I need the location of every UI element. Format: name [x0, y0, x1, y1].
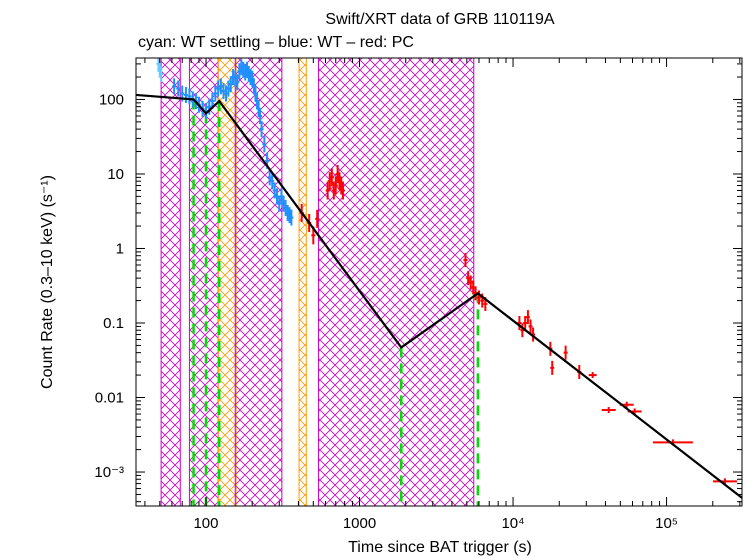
wt-data-point: [289, 209, 294, 226]
y-tick-label: 1: [116, 240, 124, 257]
x-tick-label: 10⁵: [655, 515, 678, 532]
pc-data-point: [588, 372, 597, 379]
wt-data-point: [176, 80, 181, 97]
y-tick-label: 10⁻³: [94, 464, 124, 481]
break-lines: [192, 99, 480, 506]
wt-data-point: [224, 85, 229, 102]
pc-data-point: [523, 315, 528, 330]
wt-data-point: [258, 107, 263, 124]
pc-data-point: [601, 406, 616, 413]
chart-subtitle: cyan: WT settling – blue: WT – red: PC: [138, 34, 414, 51]
y-tick-label: 0.01: [95, 390, 124, 407]
chart-title: Swift/XRT data of GRB 110119A: [325, 11, 554, 28]
x-tick-label: 1000: [343, 515, 376, 532]
wt-data-point: [216, 80, 221, 97]
y-tick-label: 0.1: [103, 315, 124, 332]
wt-data-point: [272, 182, 277, 199]
y-axis-label: Count Rate (0.3–10 keV) (s⁻¹): [39, 175, 56, 389]
pc-data-point: [329, 168, 334, 187]
wt-data-point: [218, 78, 223, 95]
pc-data-point: [333, 176, 338, 195]
flare-region: [160, 58, 181, 506]
pc-data-point: [476, 290, 481, 305]
pc-data-point: [525, 310, 530, 325]
wt-data-point: [183, 86, 188, 103]
model-line: [136, 93, 742, 499]
wt-data-point: [213, 85, 218, 102]
wt-settling-data-point: [159, 65, 164, 82]
wt-data-point: [226, 80, 231, 97]
wt-data-point: [270, 173, 275, 190]
pc-data-point: [471, 280, 476, 295]
pc-data-point: [340, 181, 345, 200]
y-tick-label: 100: [99, 91, 124, 108]
excluded-region: [298, 58, 307, 506]
pc-data-point: [463, 253, 468, 268]
wt-data-point: [235, 74, 240, 91]
model-fit: [136, 93, 742, 499]
wt-data-point: [267, 169, 272, 186]
pc-data-point: [466, 271, 471, 286]
plot-frame: [135, 57, 743, 507]
wt-data-point: [221, 82, 226, 99]
excluded-region: [217, 58, 237, 506]
pc-data-point: [517, 315, 522, 330]
data-points: [156, 58, 737, 485]
wt-data-point: [187, 88, 192, 105]
pc-data-point: [528, 319, 533, 334]
pc-data-point: [550, 360, 555, 375]
flare-region: [234, 58, 283, 506]
wt-data-point: [172, 78, 177, 95]
wt-data-point: [207, 98, 212, 115]
x-axis-label: Time since BAT trigger (s): [348, 539, 532, 556]
pc-data-point: [315, 209, 320, 228]
pc-data-point: [325, 181, 330, 200]
wt-data-point: [262, 136, 267, 153]
shaded-regions: [160, 58, 475, 506]
pc-data-point: [468, 275, 473, 290]
x-tick-label: 100: [193, 515, 218, 532]
y-tick-label: 10: [107, 166, 124, 183]
pc-data-point: [563, 345, 568, 360]
x-tick-label: 10⁴: [501, 515, 524, 532]
wt-data-point: [259, 121, 264, 138]
axis-ticks: 100 1000 10⁴ 10⁵ 100 10 1 0.1 0.01 10⁻³: [94, 58, 742, 532]
flare-region: [317, 58, 475, 506]
